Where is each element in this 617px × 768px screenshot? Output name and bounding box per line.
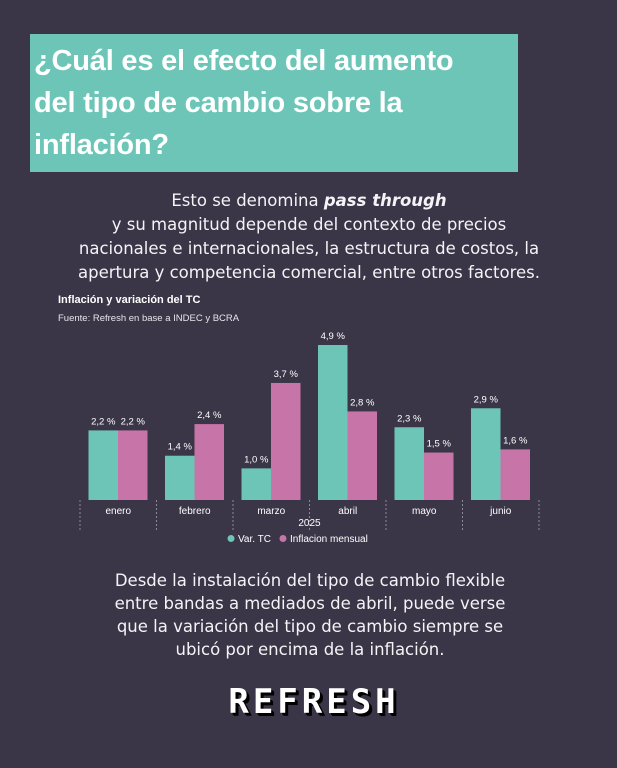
data-label: 1,4 % xyxy=(168,442,193,453)
category-label: abril xyxy=(338,506,357,517)
data-label: 2,4 % xyxy=(197,410,222,421)
chart-title: Inflación y variación del TC xyxy=(58,294,201,306)
intro-line-1-prefix: Esto se denomina xyxy=(171,191,319,210)
category-label: febrero xyxy=(179,506,211,517)
intro-line-3: nacionales e internacionales, la estruct… xyxy=(78,239,540,258)
data-label: 4,9 % xyxy=(321,331,346,342)
legend-swatch xyxy=(279,535,287,542)
intro-line-2: y su magnitud depende del contexto de pr… xyxy=(111,215,507,234)
intro-line-4: apertura y competencia comercial, entre … xyxy=(78,263,540,282)
bar xyxy=(424,452,454,500)
intro-paragraph: Esto se denomina pass through y su magni… xyxy=(30,189,588,285)
data-label: 1,6 % xyxy=(503,435,528,446)
data-label: 3,7 % xyxy=(274,369,299,380)
x-axis-label: 2025 xyxy=(298,518,321,529)
bar xyxy=(88,430,118,500)
outro-line-1: Desde la instalación del tipo de cambio … xyxy=(114,571,506,590)
title-line-1: ¿Cuál es el efecto del aumento xyxy=(34,45,454,77)
intro-emphasis: pass through xyxy=(323,191,447,210)
refresh-logo: REFRESH xyxy=(228,682,400,722)
outro-line-4: ubicó por encima de la inflación. xyxy=(175,640,445,659)
category-label: mayo xyxy=(412,506,437,517)
title-line-3: inflación? xyxy=(34,129,169,161)
outro-line-2: entre bandas a mediados de abril, puede … xyxy=(114,594,506,613)
bar xyxy=(271,382,301,500)
bar-chart: 2,2 % 1,4 % 1,0 % 4,9 % 2,3 % 2,9 % 2,2 % 2,4 %… xyxy=(79,331,540,545)
data-label: 1,5 % xyxy=(427,439,452,450)
outro-paragraph: Desde la instalación del tipo de cambio … xyxy=(60,569,560,661)
page-title: ¿Cuál es el efecto del aumento del tipo … xyxy=(30,34,518,166)
category-label: junio xyxy=(489,506,512,517)
category-label: enero xyxy=(105,506,131,517)
bar xyxy=(500,449,530,500)
data-label: 2,2 % xyxy=(121,416,146,427)
data-label: 1,0 % xyxy=(244,454,269,465)
bar xyxy=(165,455,195,500)
outro-line-3: que la variación del tipo de cambio siem… xyxy=(116,617,504,636)
title-banner: ¿Cuál es el efecto del aumento del tipo … xyxy=(30,34,518,172)
bar xyxy=(194,424,224,500)
data-label: 2,3 % xyxy=(397,413,422,424)
data-label: 2,8 % xyxy=(350,397,375,408)
bar xyxy=(394,427,424,500)
legend-swatch xyxy=(227,535,235,542)
data-label: 2,2 % xyxy=(91,416,116,427)
data-label: 2,9 % xyxy=(474,394,499,405)
bar xyxy=(347,411,377,500)
legend-label: Var. TC xyxy=(238,534,271,545)
bar xyxy=(318,345,348,500)
category-label: marzo xyxy=(257,506,285,517)
bar xyxy=(241,468,271,500)
bar xyxy=(118,430,148,500)
bar xyxy=(471,408,501,500)
title-line-2: del tipo de cambio sobre la xyxy=(34,87,403,119)
legend-label: Inflacion mensual xyxy=(290,534,368,545)
chart-source: Fuente: Refresh en base a INDEC y BCRA xyxy=(58,313,240,324)
